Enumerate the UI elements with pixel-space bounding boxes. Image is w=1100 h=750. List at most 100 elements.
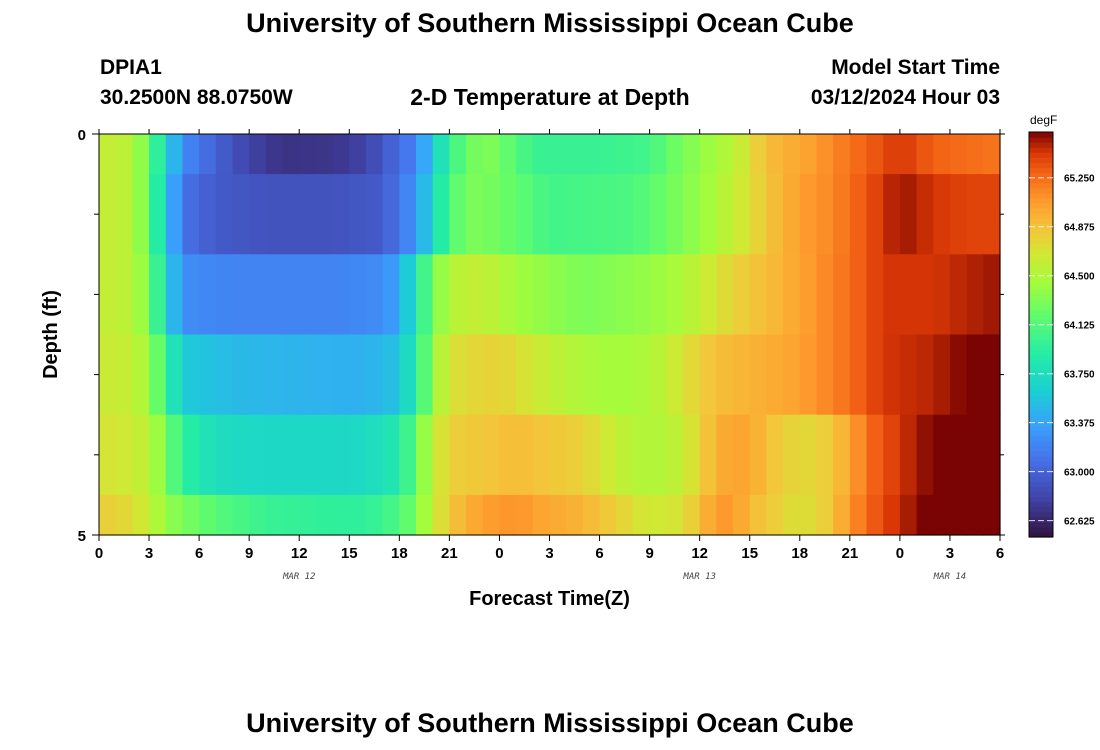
heatmap-cell <box>783 134 801 175</box>
heatmap-cell <box>99 414 117 496</box>
heatmap-cell <box>849 174 868 255</box>
heatmap-cell <box>132 494 150 536</box>
colorbar-segment <box>1029 258 1053 265</box>
heatmap-cell <box>632 174 651 255</box>
colorbar-segment <box>1029 288 1053 295</box>
heatmap-cell <box>682 174 701 255</box>
heatmap-cell <box>666 174 684 255</box>
heatmap-cell <box>199 254 217 336</box>
date-label: MAR 14 <box>933 572 967 582</box>
colorbar-frame <box>1028 131 1054 538</box>
heatmap-cell <box>115 174 133 255</box>
heatmap-cell <box>449 134 467 175</box>
heatmap-cell <box>349 414 367 496</box>
heatmap-cell <box>516 174 534 255</box>
heatmap-cell <box>766 174 784 255</box>
heatmap-cell <box>532 254 551 336</box>
colorbar-segment <box>1029 339 1053 346</box>
heatmap-cell <box>416 494 434 536</box>
colorbar-segment <box>1029 147 1053 153</box>
heatmap-cell <box>215 254 234 336</box>
heatmap-cell <box>365 414 384 496</box>
heatmap-cell <box>716 334 734 416</box>
colorbar-segment <box>1029 450 1053 457</box>
colorbar-segment <box>1029 380 1053 386</box>
heatmap-cell <box>232 334 250 416</box>
heatmap-cell <box>215 134 234 175</box>
heatmap-cell <box>182 254 200 336</box>
x-axis-label: Forecast Time(Z) <box>469 588 630 610</box>
x-tick-label: 12 <box>691 545 708 562</box>
colorbar-segment <box>1029 172 1053 179</box>
heatmap-cell <box>399 134 417 175</box>
heatmap-cell <box>966 334 984 416</box>
heatmap-cell <box>682 414 701 496</box>
heatmap-cell <box>649 174 667 255</box>
heatmap-cell <box>149 414 167 496</box>
heatmap-cell <box>632 494 651 536</box>
colorbar-segment <box>1029 142 1053 148</box>
x-tick-label: 3 <box>946 545 954 562</box>
colorbar-segment <box>1029 182 1053 189</box>
x-tick-label: 0 <box>896 545 904 562</box>
colorbar-segment <box>1029 385 1053 391</box>
colorbar-segment <box>1029 157 1053 163</box>
heatmap-cell <box>382 134 400 175</box>
heatmap-cell <box>566 254 584 336</box>
heatmap-cell <box>949 174 968 255</box>
heatmap-cell <box>933 334 951 416</box>
colorbar-segment <box>1029 319 1053 325</box>
heatmap-cell <box>416 254 434 336</box>
heatmap-cell <box>149 254 167 336</box>
colorbar-segment <box>1029 476 1053 482</box>
colorbar-segment <box>1029 314 1053 320</box>
heatmap-cell <box>265 174 284 255</box>
heatmap-cell <box>499 494 517 536</box>
colorbar-segment <box>1029 466 1053 472</box>
heatmap-cell <box>265 254 284 336</box>
heatmap-cell <box>599 254 617 336</box>
heatmap-cell <box>649 334 667 416</box>
heatmap-cell <box>766 414 784 496</box>
heatmap-cell <box>799 414 818 496</box>
heatmap-cell <box>182 414 200 496</box>
heatmap-cell <box>916 134 934 175</box>
heatmap-cell <box>349 174 367 255</box>
heatmap-cell <box>766 494 784 536</box>
colorbar-segment <box>1029 197 1053 204</box>
heatmap-cell <box>449 494 467 536</box>
heatmap-cell <box>933 134 951 175</box>
heatmap-cell <box>866 174 884 255</box>
colorbar-segment <box>1029 471 1053 477</box>
colorbar-segment <box>1029 481 1053 487</box>
heatmap-cell <box>849 414 868 496</box>
x-tick-label: 0 <box>95 545 103 562</box>
colorbar-segment <box>1029 344 1053 351</box>
footer-title: University of Southern Mississippi Ocean… <box>246 708 854 738</box>
colorbar-segment <box>1029 531 1053 538</box>
heatmap-cell <box>632 334 651 416</box>
heatmap-cell <box>349 494 367 536</box>
heatmap-cell <box>99 174 117 255</box>
station-id: DPIA1 <box>100 56 162 79</box>
x-tick-label: 0 <box>495 545 503 562</box>
heatmap-cell <box>332 334 350 416</box>
heatmap-cell <box>282 174 300 255</box>
colorbar-segment <box>1029 425 1053 432</box>
heatmap-cell <box>682 494 701 536</box>
heatmap-cell <box>265 134 284 175</box>
colorbar-segment <box>1029 420 1053 427</box>
heatmap-cell <box>249 414 267 496</box>
heatmap-cell <box>432 134 450 175</box>
colorbar-segment <box>1029 162 1053 169</box>
colorbar-segment <box>1029 516 1053 523</box>
heatmap-cell <box>232 494 250 536</box>
heatmap-cell <box>682 134 701 175</box>
heatmap-cell <box>899 254 918 336</box>
heatmap-cell <box>883 254 901 336</box>
colorbar-segment <box>1029 273 1053 280</box>
heatmap-cell <box>816 134 834 175</box>
heatmap-cell <box>399 334 417 416</box>
heatmap-cell <box>833 254 851 336</box>
heatmap-cell <box>482 494 501 536</box>
